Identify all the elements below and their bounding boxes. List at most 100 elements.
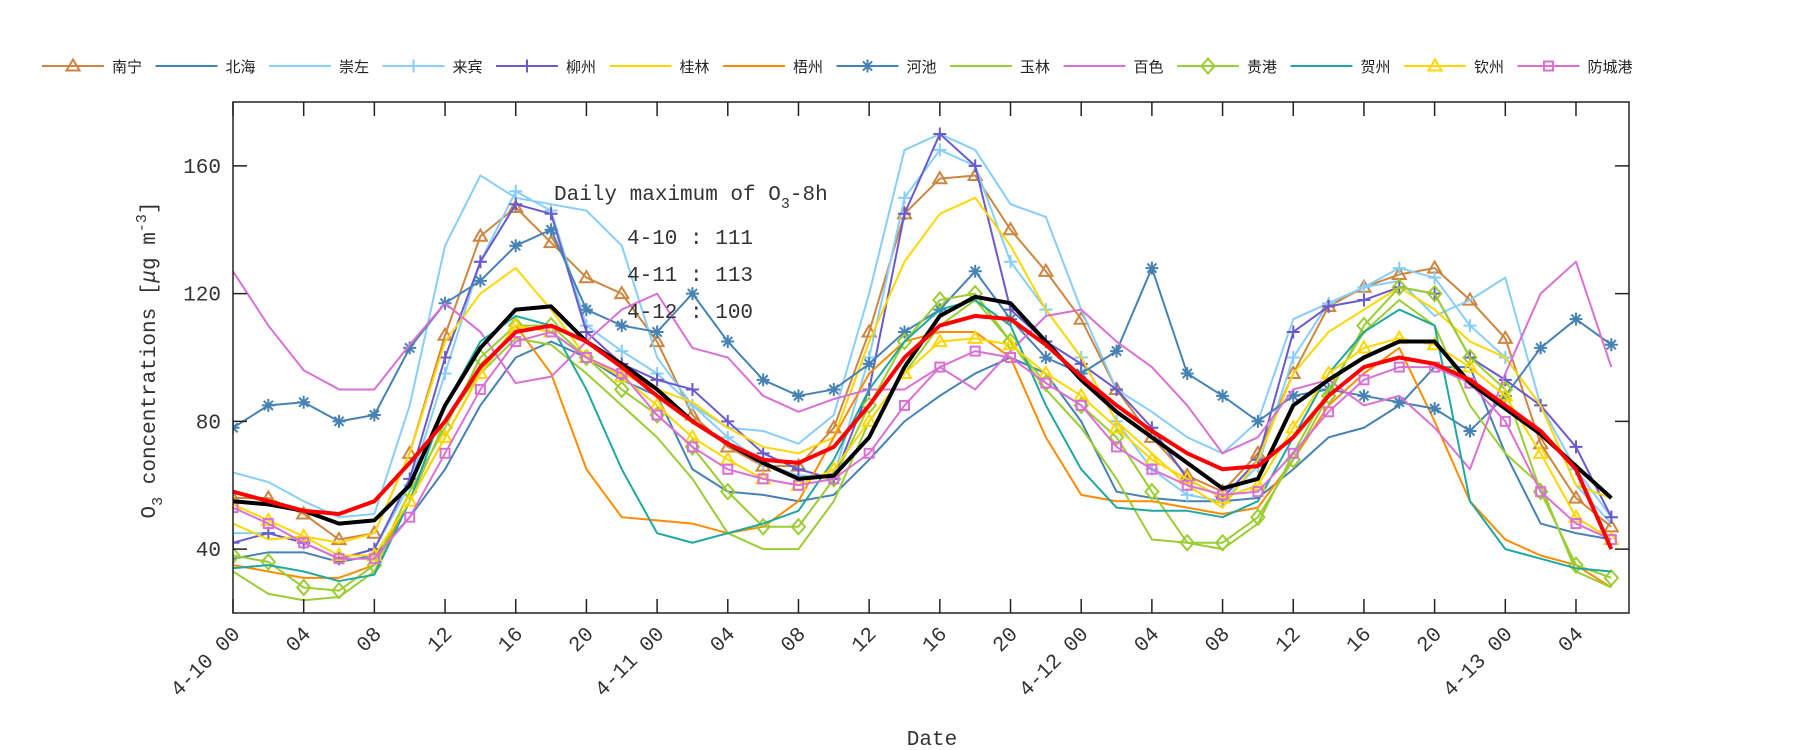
series-group	[233, 127, 1620, 602]
series-city-13-point	[1535, 486, 1547, 498]
axes-box	[232, 101, 1630, 614]
series-city-13-point	[722, 463, 734, 475]
annotation-line-4-11: 4-11 : 113	[627, 265, 753, 288]
series-city-4-point	[1322, 299, 1336, 313]
series-city-13-point	[1181, 479, 1193, 491]
series-city-7-point	[827, 382, 841, 396]
series-city-13-line	[233, 330, 1612, 560]
series-city-9-line	[233, 260, 1613, 471]
legend-marker-triangle-icon	[64, 57, 82, 72]
legend: 南宁 北海 崇左 来宾 柳州 桂林 梧州 河池 玉林 百色 贵港 贺州 钦州 防城港	[42, 56, 1633, 76]
legend-marker-square-icon	[1543, 60, 1554, 72]
series-city-7-point	[1534, 341, 1548, 355]
series-city-4-point	[685, 382, 699, 396]
x-tick-label: 08	[353, 624, 387, 658]
x-tick-label: 4-13 00	[1440, 624, 1519, 703]
series-city-12-line	[233, 324, 1612, 557]
legend-label: 百色	[1134, 58, 1164, 76]
x-tick-label: 4-10 00	[167, 624, 246, 703]
legend-label: 梧州	[793, 58, 823, 76]
x-tick-label: 20	[1413, 624, 1447, 658]
legend-label: 来宾	[453, 58, 483, 76]
legend-item: 梧州	[723, 58, 823, 76]
series-city-12-point	[931, 333, 949, 348]
series-city-12-point	[1532, 444, 1549, 459]
series-city-7-point	[1145, 261, 1159, 275]
series-city-0-point	[578, 269, 595, 284]
series-city-3-point	[615, 344, 629, 358]
x-tick-label: 08	[777, 624, 811, 658]
series-city-13-point	[1146, 463, 1158, 475]
series-city-7-point	[968, 264, 982, 278]
series-city-0-point	[1497, 329, 1514, 344]
series-red-line-line	[233, 313, 1614, 550]
series-city-7-point	[1357, 389, 1371, 403]
x-tick-label: 12	[424, 624, 458, 658]
series-city-12-point	[1108, 419, 1125, 434]
legend-label: 玉林	[1020, 58, 1050, 76]
x-tick-label: 16	[495, 624, 529, 658]
series-city-4-point	[721, 414, 735, 428]
series-city-3-point	[1286, 351, 1300, 364]
series-city-4-point	[791, 462, 805, 476]
series-city-10-point	[719, 482, 736, 501]
series-red-line	[233, 313, 1614, 550]
series-city-12-point	[1567, 508, 1585, 523]
series-city-4-point	[1569, 440, 1583, 454]
x-tick-label: 12	[848, 624, 882, 658]
legend-label: 防城港	[1588, 58, 1633, 76]
series-city-12-point	[401, 492, 418, 507]
legend-item: 钦州	[1404, 57, 1504, 76]
series-city-13-point	[686, 441, 698, 453]
series-city-10-point	[1214, 533, 1231, 552]
series-city-4-point	[1357, 293, 1371, 307]
series-city-2	[233, 132, 1613, 525]
series-city-7-point	[1110, 344, 1124, 358]
series-city-13-point	[1570, 518, 1582, 530]
plot-area	[233, 127, 1620, 602]
series-city-13-point	[969, 345, 981, 357]
legend-label: 北海	[226, 58, 256, 76]
series-city-1	[233, 340, 1612, 563]
series-city-3-point	[1428, 271, 1442, 285]
series-city-7-point	[1569, 312, 1583, 326]
series-city-0-point	[931, 170, 949, 185]
series-city-3-point	[933, 143, 947, 157]
series-city-13	[233, 326, 1617, 565]
series-city-7-point	[897, 325, 911, 339]
series-city-4-line	[233, 132, 1613, 560]
legend-label: 贺州	[1361, 58, 1391, 76]
legend-item: 桂林	[609, 58, 710, 76]
series-city-7-point	[862, 357, 876, 371]
legend-label: 崇左	[339, 58, 369, 76]
series-city-13-point	[1499, 415, 1511, 427]
series-city-4-point	[650, 373, 664, 387]
x-tick-label: 04	[707, 624, 741, 658]
series-city-7-point	[1251, 414, 1265, 428]
series-city-13-point	[1040, 377, 1052, 389]
series-city-3-point	[1357, 280, 1371, 294]
series-city-7-point	[297, 395, 311, 409]
series-city-4-point	[544, 207, 558, 221]
series-city-4-point	[509, 197, 523, 211]
series-city-10-point	[1179, 533, 1196, 552]
series-city-13-point	[757, 473, 769, 485]
series-city-10-point	[295, 578, 312, 597]
legend-marker-asterisk-icon	[861, 59, 874, 73]
legend-label: 钦州	[1474, 58, 1504, 76]
series-city-7-point	[1604, 338, 1618, 352]
series-city-7-point	[1286, 389, 1300, 403]
series-city-7-point	[721, 335, 735, 349]
x-tick-label: 16	[919, 624, 953, 658]
series-city-0-point	[330, 531, 348, 546]
series-city-7-point	[1428, 402, 1442, 416]
series-city-10-point	[1144, 482, 1160, 501]
x-tick-label: 08	[1201, 624, 1235, 658]
series-city-13-point	[934, 361, 946, 373]
series-city-7-point	[579, 303, 593, 317]
series-city-10-point	[1603, 568, 1620, 587]
series-city-7-point	[685, 287, 699, 301]
